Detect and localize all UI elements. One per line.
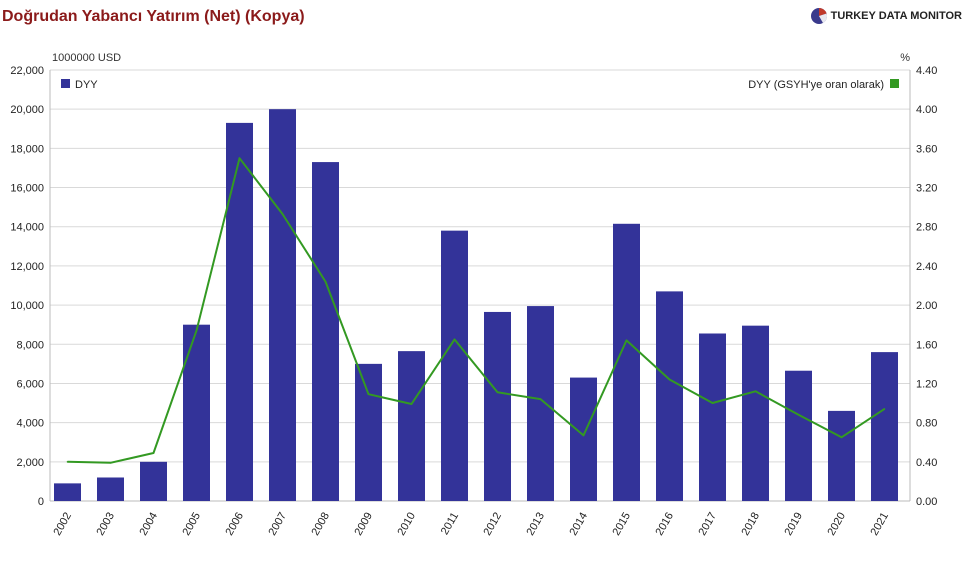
pie-logo-icon — [810, 8, 827, 24]
bar — [441, 230, 468, 502]
y-tick-label-left: 16,000 — [10, 183, 44, 195]
y-tick-label-right: 0.80 — [916, 418, 937, 430]
bar — [226, 122, 253, 502]
line-point — [625, 339, 628, 342]
bar — [398, 351, 425, 501]
bar — [570, 377, 597, 501]
brand-name: TURKEY DATA MONITOR — [830, 10, 962, 22]
x-tick-label: 2006 — [223, 511, 246, 538]
x-tick-label: 2016 — [653, 511, 676, 538]
y-tick-label-left: 0 — [38, 496, 44, 508]
x-tick-label: 2014 — [567, 511, 590, 538]
y-tick-label-left: 20,000 — [10, 104, 44, 116]
line-point — [883, 408, 886, 410]
line-point — [496, 391, 499, 394]
x-tick-label: 2011 — [439, 511, 461, 537]
line-point — [668, 378, 671, 381]
x-tick-label: 2007 — [266, 511, 289, 538]
x-tick-label: 2018 — [739, 511, 762, 538]
y-tick-label-right: 0.40 — [916, 457, 937, 469]
y-tick-label-left: 18,000 — [10, 143, 44, 155]
y-tick-label-right: 1.20 — [916, 378, 937, 390]
y-tick-label-left: 4,000 — [16, 418, 44, 430]
x-tick-label: 2008 — [309, 511, 332, 538]
y-tick-label-right: 4.40 — [916, 65, 937, 77]
y-tick-label-right: 2.40 — [916, 261, 937, 273]
brand-logo: TURKEY DATA MONITOR — [810, 6, 962, 26]
x-tick-label: 2021 — [868, 511, 891, 538]
bar — [97, 477, 124, 501]
line-point — [152, 452, 155, 454]
bar — [785, 370, 812, 501]
bar — [312, 162, 339, 501]
x-tick-label: 2017 — [696, 511, 719, 538]
x-tick-label: 2002 — [51, 511, 74, 538]
legend-swatch-line — [890, 79, 899, 88]
y-tick-label-right: 4.00 — [916, 104, 937, 116]
y-tick-label-left: 14,000 — [10, 222, 44, 234]
x-tick-label: 2019 — [782, 511, 805, 538]
line-point — [324, 280, 327, 283]
line-point — [582, 434, 585, 437]
x-tick-label: 2020 — [825, 511, 848, 538]
x-tick-label: 2013 — [524, 511, 547, 538]
bar — [140, 461, 167, 501]
x-tick-label: 2004 — [137, 511, 160, 538]
line-point — [797, 414, 800, 416]
x-tick-label: 2003 — [94, 511, 117, 538]
line-point — [238, 157, 241, 159]
y-tick-label-left: 22,000 — [10, 65, 44, 77]
bar — [355, 363, 382, 501]
line-point — [367, 393, 370, 396]
y-tick-label-right: 0.00 — [916, 496, 937, 508]
x-tick-label: 2015 — [610, 511, 633, 538]
line-series — [67, 157, 886, 464]
page-title: Doğrudan Yabancı Yatırım (Net) (Kopya) — [2, 8, 305, 25]
y-tick-label-right: 2.00 — [916, 300, 937, 312]
line-point — [410, 403, 413, 405]
x-tick-label: 2005 — [180, 511, 203, 538]
bar — [484, 311, 511, 501]
bar — [699, 333, 726, 501]
legend-label-bar: DYY — [75, 79, 98, 91]
line-point — [711, 402, 714, 404]
line-point — [195, 329, 198, 332]
line-point — [453, 338, 456, 341]
y-tick-label-left: 8,000 — [16, 339, 44, 351]
y-tick-label-right: 3.60 — [916, 143, 937, 155]
y-tick-label-right: 2.80 — [916, 222, 937, 234]
legend-swatch-bar — [61, 79, 70, 88]
bar — [742, 325, 769, 501]
line-point — [539, 398, 542, 400]
x-tick-label: 2012 — [481, 511, 504, 538]
bar — [183, 324, 210, 501]
y-tick-label-right: 3.20 — [916, 183, 937, 195]
line-point — [840, 436, 843, 439]
bar — [527, 306, 554, 501]
bar — [54, 483, 81, 501]
bar — [871, 352, 898, 501]
bar — [656, 291, 683, 501]
left-axis-unit: 1000000 USD — [52, 52, 122, 64]
y-tick-label-right: 1.60 — [916, 339, 937, 351]
line-point — [281, 213, 284, 215]
y-tick-label-left: 2,000 — [16, 457, 44, 469]
bar — [269, 109, 296, 501]
x-tick-label: 2010 — [395, 511, 418, 538]
x-tick-label: 2009 — [352, 511, 375, 538]
bar — [828, 410, 855, 501]
y-tick-label-left: 10,000 — [10, 300, 44, 312]
y-tick-label-left: 6,000 — [16, 378, 44, 390]
line-point — [66, 461, 69, 463]
legend-label-line: DYY (GSYH'ye oran olarak) — [748, 79, 884, 91]
line-point — [754, 390, 757, 393]
line-point — [109, 461, 112, 464]
right-axis-unit: % — [900, 52, 910, 64]
y-tick-label-left: 12,000 — [10, 261, 44, 273]
